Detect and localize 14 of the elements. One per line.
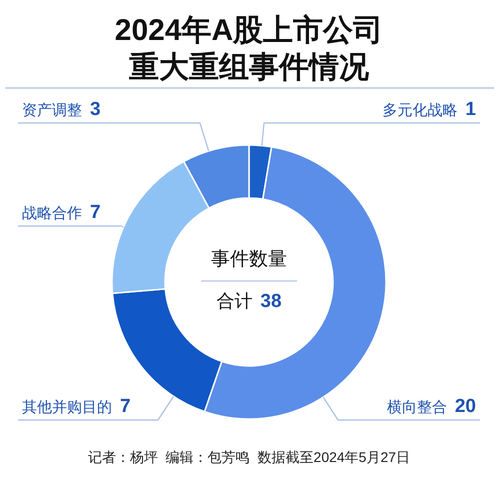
slice-label: 其他并购目的 — [22, 399, 112, 416]
data-label: 20 — [454, 396, 476, 417]
text: 事件数量 — [211, 249, 287, 270]
data-label: 1 — [465, 99, 476, 120]
data-label: 3 — [90, 99, 101, 120]
data-label: 7 — [120, 396, 131, 417]
slice-label: 横向整合 — [386, 399, 447, 416]
text: 合计 38 — [216, 291, 282, 312]
slice-label: 资产调整 — [22, 102, 82, 119]
slice-label: 战略合作 — [22, 205, 82, 222]
chart-title: 2024年A股上市公司重大重组事件情况 — [114, 13, 384, 84]
data-label: 7 — [90, 202, 101, 223]
slice-label: 多元化战略 — [382, 102, 458, 119]
text: 记者：杨坪 编辑：包芳鸣 数据截至2024年5月27日 — [88, 449, 410, 465]
